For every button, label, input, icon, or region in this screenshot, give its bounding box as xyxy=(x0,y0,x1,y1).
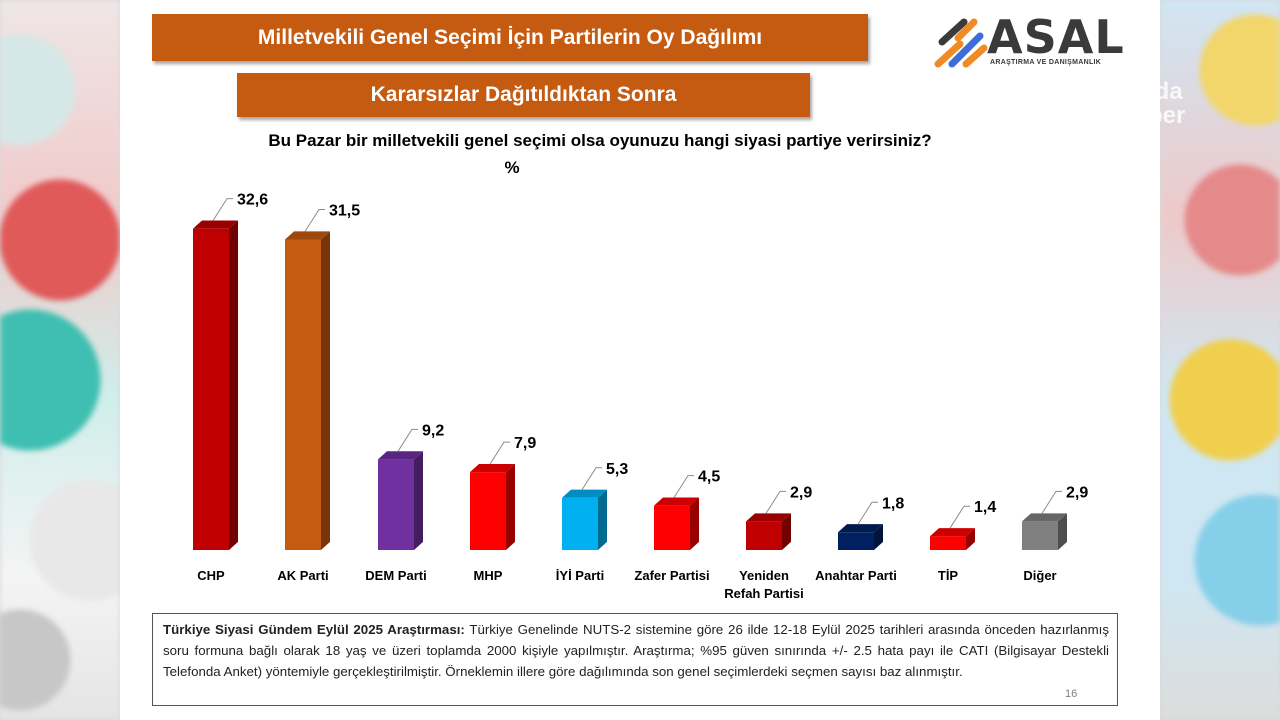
bar-top xyxy=(1022,513,1067,522)
category-label: MHP xyxy=(474,568,503,583)
bar-side xyxy=(229,220,238,551)
bar xyxy=(285,239,321,550)
bar xyxy=(654,505,690,550)
logo-tagline: ARAŞTIRMA VE DANIŞMANLIK xyxy=(990,59,1102,66)
category-label: İYİ Parti xyxy=(556,568,604,583)
asal-logo: ASAL ARAŞTIRMA VE DANIŞMANLIK xyxy=(932,10,1125,74)
logo-wordmark: ASAL xyxy=(987,10,1125,64)
methodology-text: Türkiye Genelinde NUTS-2 sistemine göre … xyxy=(163,622,1109,679)
value-label: 1,8 xyxy=(882,495,904,512)
bar-top xyxy=(838,524,883,533)
bar-top xyxy=(930,528,975,537)
slide: Milletvekili Genel Seçimi İçin Partileri… xyxy=(120,0,1160,720)
asal-logo-mark-icon xyxy=(934,18,988,68)
bar-side xyxy=(598,489,607,550)
value-leader-line xyxy=(489,441,510,465)
value-label: 31,5 xyxy=(329,203,360,220)
value-leader-line xyxy=(673,475,694,498)
bar xyxy=(930,536,966,550)
value-label: 32,6 xyxy=(237,192,268,209)
bar-side xyxy=(782,513,791,550)
bar xyxy=(838,532,874,550)
bar-top xyxy=(654,497,699,506)
bar-chart: 32,6 CHP 31,5 AK Parti 9,2 DEM Parti 7,9 MHP 5,3… xyxy=(193,192,1088,600)
value-leader-line xyxy=(765,490,786,514)
bar-side xyxy=(414,451,423,550)
slide-subtitle: Kararsızlar Dağıtıldıktan Sonra xyxy=(237,73,810,117)
value-label: 7,9 xyxy=(514,435,536,452)
category-label: AK Parti xyxy=(277,568,328,583)
value-leader-line xyxy=(397,428,418,452)
bar xyxy=(378,459,414,550)
chart-unit: % xyxy=(504,158,520,177)
category-label: Anahtar Parti xyxy=(815,568,897,583)
bar-side xyxy=(1058,513,1067,550)
bar-side xyxy=(966,528,975,550)
bar-side xyxy=(690,497,699,550)
category-label: Zafer Partisi xyxy=(634,568,709,583)
bar-side xyxy=(874,524,883,550)
category-label: Yeniden Refah Partisi xyxy=(724,568,803,600)
methodology-lead: Türkiye Siyasi Gündem Eylül 2025 Araştır… xyxy=(163,622,465,637)
category-label: DEM Parti xyxy=(365,568,426,583)
value-label: 5,3 xyxy=(606,461,628,478)
value-leader-line xyxy=(857,501,878,525)
value-label: 2,9 xyxy=(790,484,812,501)
value-label: 9,2 xyxy=(422,422,444,439)
bar-top xyxy=(562,489,607,498)
bar-side xyxy=(321,231,330,550)
bar-top xyxy=(285,231,330,240)
value-leader-line xyxy=(581,467,602,491)
category-label: TİP xyxy=(938,568,959,583)
value-leader-line xyxy=(949,505,970,529)
value-leader-line xyxy=(304,209,325,232)
value-label: 4,5 xyxy=(698,469,720,486)
bar xyxy=(746,521,782,550)
value-label: 1,4 xyxy=(974,499,996,516)
value-leader-line xyxy=(212,198,233,221)
bar-top xyxy=(746,513,791,522)
slide-title: Milletvekili Genel Seçimi İçin Partileri… xyxy=(152,14,868,61)
background-left-blur xyxy=(0,0,120,720)
bar xyxy=(1022,521,1058,550)
survey-question: Bu Pazar bir milletvekili genel seçimi o… xyxy=(268,131,932,150)
bar xyxy=(470,472,506,550)
category-label: Diğer xyxy=(1023,568,1056,583)
bar xyxy=(193,228,229,550)
bar-top xyxy=(470,464,515,473)
bar-top xyxy=(378,451,423,460)
category-label: CHP xyxy=(197,568,225,583)
bar-side xyxy=(506,464,515,550)
value-leader-line xyxy=(1041,490,1062,514)
background-right-blur xyxy=(1160,0,1280,720)
bar-top xyxy=(193,220,238,229)
bar xyxy=(562,497,598,550)
methodology-note: Türkiye Siyasi Gündem Eylül 2025 Araştır… xyxy=(152,613,1118,706)
value-label: 2,9 xyxy=(1066,484,1088,501)
page-number: 16 xyxy=(1065,688,1078,700)
